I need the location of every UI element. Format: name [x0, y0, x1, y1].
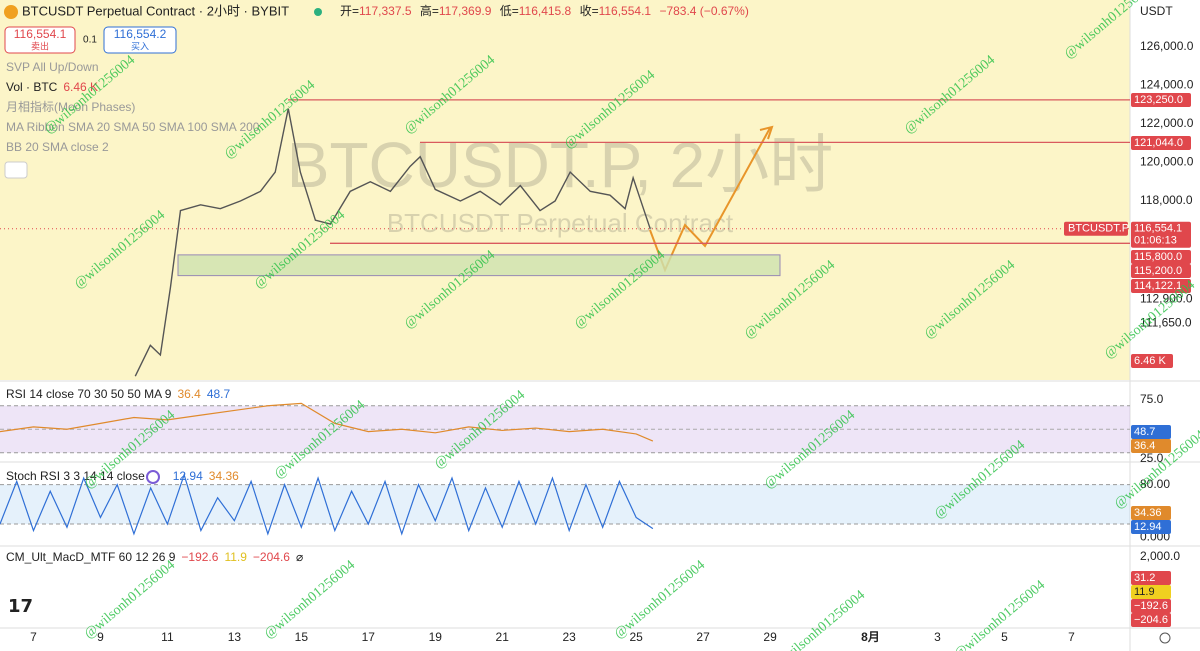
- price-pane: [0, 0, 1130, 380]
- rsi-title: RSI 14 close 70 30 50 50 MA 9 36.4 48.7: [6, 387, 230, 401]
- collapse-button[interactable]: [4, 161, 28, 179]
- watermark-symbol: BTCUSDT.P, 2小时: [287, 129, 834, 201]
- x-tick-label: 8月: [861, 630, 880, 644]
- watermark-handle: @wilsonh01256004: [612, 558, 708, 642]
- status-dot: [314, 8, 322, 16]
- buy-button[interactable]: [103, 26, 177, 54]
- x-tick-label: 19: [429, 630, 443, 644]
- watermark-name: BTCUSDT Perpetual Contract: [387, 208, 734, 238]
- y-tick-label: 80.00: [1140, 477, 1170, 491]
- sell-button[interactable]: [4, 26, 76, 54]
- level-label: 114,122.1: [1134, 280, 1182, 292]
- indicator: 月相指标(Moon Phases): [6, 99, 135, 114]
- y-tick-label: 75.0: [1140, 392, 1164, 406]
- settings-icon[interactable]: [146, 470, 160, 484]
- y-tick-label: 122,000.0: [1140, 116, 1194, 130]
- vol-value: 6.46 K: [1134, 355, 1166, 367]
- y-tick-label: 112,900.0: [1140, 291, 1193, 305]
- macd-tag: [1131, 585, 1171, 599]
- y-tick-label: 120,000.0: [1140, 155, 1194, 169]
- macd-tag: [1131, 599, 1171, 613]
- last-name-tag: [1064, 221, 1128, 236]
- y-tick-label: 111,650.0: [1140, 315, 1192, 329]
- level-label: 115,800.0: [1134, 251, 1182, 263]
- value-tag: [1131, 425, 1171, 439]
- x-tick-label: 9: [97, 630, 104, 644]
- x-tick-label: 23: [563, 630, 577, 644]
- level-tag: [1131, 93, 1191, 107]
- symbol-title: BTCUSDT Perpetual Contract · 2小时 · BYBIT: [22, 3, 289, 18]
- x-tick-label: 7: [1068, 630, 1075, 644]
- vol-label: Vol · BTC 6.46 K: [6, 80, 98, 94]
- x-tick-label: 27: [696, 630, 710, 644]
- y-tick-label: 25.0: [1140, 451, 1164, 465]
- indicator: SVP All Up/Down: [6, 60, 99, 74]
- x-tick-label: 17: [362, 630, 376, 644]
- level-tag: [1131, 136, 1191, 150]
- watermark-handle: @wilsonh01256004: [772, 588, 868, 651]
- value-label: 36.4: [1134, 440, 1155, 452]
- sell-price: 116,554.1: [14, 27, 67, 41]
- symbol-icon: [4, 5, 18, 19]
- level-tag: [1131, 264, 1191, 278]
- macd-title: CM_Ult_MacD_MTF 60 12 26 9 −192.6 11.9 −204…: [6, 550, 303, 564]
- buy-price: 116,554.2: [114, 27, 167, 41]
- value-label: 34.36: [1134, 507, 1162, 519]
- x-tick-label: 29: [763, 630, 777, 644]
- level-label: 121,044.0: [1134, 137, 1183, 149]
- value-label: 48.7: [1134, 426, 1155, 438]
- support-zone: [177, 254, 781, 277]
- x-tick-label: 7: [30, 630, 37, 644]
- value-tag: [1131, 520, 1171, 534]
- quantity: 0.1: [83, 35, 97, 46]
- currency: USDT: [1140, 4, 1173, 18]
- stoch-title: Stoch RSI 3 3 14 14 close 12.94 34.36: [6, 469, 239, 483]
- x-tick-label: 5: [1001, 630, 1008, 644]
- macd-label: 31.2: [1134, 572, 1155, 584]
- vol-tag: [1131, 354, 1173, 368]
- last-name: BTCUSDT.P: [1068, 223, 1129, 235]
- sell-label: 卖出: [31, 40, 49, 51]
- level-tag: [1131, 250, 1191, 264]
- x-tick-label: 15: [295, 630, 309, 644]
- macd-label: −204.6: [1134, 614, 1168, 626]
- last-price-tag: [1131, 221, 1191, 248]
- rsi-line: [0, 402, 654, 442]
- settings[interactable]: [1159, 632, 1171, 644]
- indicator: BB 20 SMA close 2: [6, 140, 109, 154]
- indicator: MA Ribbon SMA 20 SMA 50 SMA 100 SMA 200: [6, 120, 260, 134]
- y-tick-label: 126,000.0: [1140, 39, 1194, 53]
- x-tick-label: 11: [161, 630, 174, 644]
- arrow-head: [759, 125, 774, 140]
- macd-tick: 2,000.0: [1140, 549, 1180, 563]
- x-tick-label: 25: [629, 630, 643, 644]
- x-tick-label: 21: [496, 630, 510, 644]
- y-tick-label: 124,000.0: [1140, 78, 1194, 92]
- logo: 𝟭𝟳: [8, 596, 33, 616]
- ohlc: 开=117,337.5 高=117,369.9 低=116,415.8 收=11…: [340, 3, 749, 18]
- level-label: 123,250.0: [1134, 94, 1183, 106]
- y-tick-label: 118,000.0: [1140, 193, 1193, 207]
- macd-tag: [1131, 613, 1171, 627]
- macd-label: 11.9: [1134, 586, 1155, 598]
- x-tick-label: 3: [934, 630, 941, 644]
- last-price: 116,554.1: [1134, 223, 1182, 235]
- x-tick-label: 13: [228, 630, 242, 644]
- countdown: 01:06:13: [1134, 235, 1177, 247]
- watermark-handle: @wilsonh01256004: [952, 578, 1048, 651]
- price-line: [134, 108, 651, 377]
- stoch-line: [0, 472, 654, 536]
- buy-label: 买入: [131, 41, 149, 51]
- level-tag: [1131, 279, 1191, 293]
- value-label: 12.94: [1134, 521, 1162, 533]
- value-tag: [1131, 506, 1171, 520]
- watermark-handle: @wilsonh01256004: [262, 558, 358, 642]
- macd-tag: [1131, 571, 1171, 585]
- level-label: 115,200.0: [1134, 265, 1182, 277]
- value-tag: [1131, 439, 1171, 453]
- macd-label: −192.6: [1134, 600, 1168, 612]
